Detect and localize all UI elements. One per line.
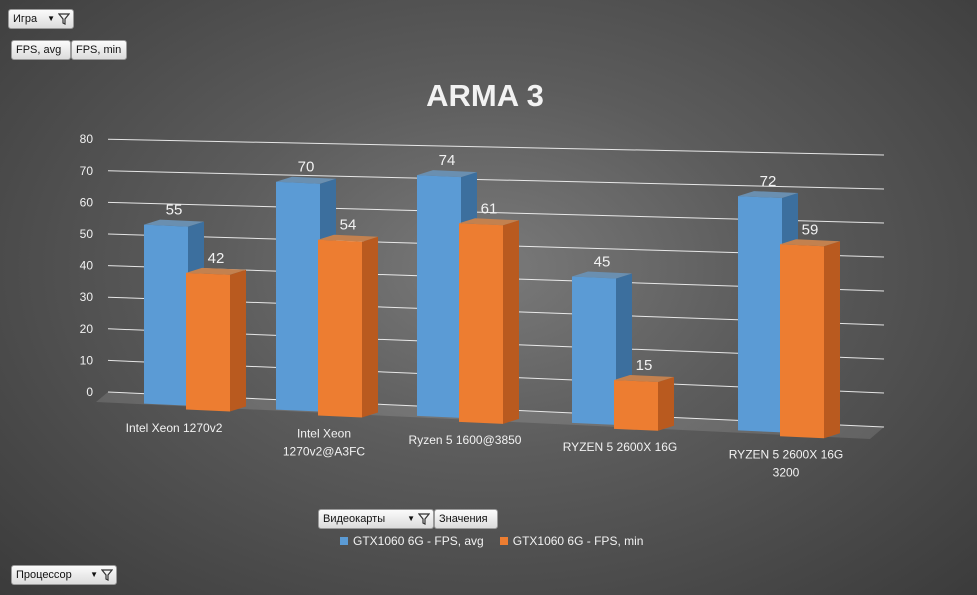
x-tick-label: RYZEN 5 2600X 16G — [563, 440, 678, 454]
value-tab-fps-avg-label: FPS, avg — [16, 44, 62, 56]
y-tick-label: 50 — [80, 227, 94, 241]
bar-fps-min — [186, 272, 230, 412]
chart-title: ARMA 3 — [426, 78, 544, 113]
data-label-fps-avg: 55 — [166, 202, 183, 219]
chevron-down-icon: ▼ — [407, 514, 415, 523]
bar-fps-avg-top — [738, 191, 798, 199]
game-filter-label: Игра — [13, 13, 38, 25]
bar-fps-min-top — [614, 375, 674, 382]
data-label-fps-avg: 74 — [439, 152, 456, 169]
legend-item-min: GTX1060 6G - FPS, min — [499, 534, 644, 548]
bar-fps-min — [318, 239, 362, 418]
bar-fps-avg — [417, 175, 461, 418]
bar-fps-min-side — [503, 220, 519, 424]
data-label-fps-avg: 72 — [760, 173, 777, 190]
bar-fps-avg-top — [144, 219, 204, 227]
x-tick-label: Ryzen 5 1600@3850 — [409, 433, 522, 447]
x-tick-label: Intel Xeon 1270v2 — [126, 421, 223, 435]
data-label-fps-avg: 70 — [298, 159, 315, 176]
x-tick-label: 1270v2@A3FC — [283, 445, 366, 459]
data-label-fps-avg: 45 — [594, 253, 611, 270]
y-tick-label: 80 — [80, 132, 94, 146]
processor-filter-label: Процессор — [16, 569, 72, 581]
bar-fps-avg-top — [417, 170, 477, 178]
y-tick-label: 70 — [80, 164, 94, 178]
legend: GTX1060 6G - FPS, avg GTX1060 6G - FPS, … — [340, 534, 643, 548]
data-label-fps-min: 42 — [208, 250, 225, 267]
values-button[interactable]: Значения — [434, 509, 498, 529]
legend-label-min: GTX1060 6G - FPS, min — [512, 534, 644, 548]
bar-fps-min-top — [459, 218, 519, 226]
value-tab-fps-min[interactable]: FPS, min — [71, 40, 127, 60]
y-tick-label: 0 — [86, 385, 93, 399]
legend-label-avg: GTX1060 6G - FPS, avg — [353, 534, 484, 548]
bar-fps-min — [614, 380, 658, 431]
bar-fps-min-side — [658, 376, 674, 431]
data-label-fps-min: 59 — [802, 221, 819, 238]
x-tick-label: 3200 — [773, 466, 800, 480]
chevron-down-icon: ▼ — [90, 570, 98, 579]
bar-fps-min-top — [186, 267, 246, 275]
legend-item-avg: GTX1060 6G - FPS, avg — [340, 534, 484, 548]
bar-fps-avg — [276, 181, 320, 412]
bar-fps-avg — [572, 276, 616, 425]
y-tick-label: 30 — [80, 290, 94, 304]
y-tick-label: 60 — [80, 195, 94, 209]
bar-fps-avg-top — [276, 176, 336, 184]
bar-fps-min — [780, 244, 824, 439]
filter-icon — [101, 569, 113, 581]
bar-fps-avg-top — [572, 271, 632, 279]
bar-fps-min-top — [318, 234, 378, 242]
bar-fps-min-side — [230, 269, 246, 412]
x-tick-label: RYZEN 5 2600X 16G — [729, 448, 844, 462]
filter-icon — [58, 13, 70, 25]
processor-filter-button[interactable]: Процессор ▼ — [11, 565, 117, 585]
data-label-fps-min: 15 — [636, 357, 653, 374]
bar-fps-min-top — [780, 239, 840, 247]
data-label-fps-min: 61 — [481, 200, 498, 217]
y-tick-label: 20 — [80, 322, 94, 336]
bar-fps-avg — [738, 196, 782, 433]
legend-swatch-min — [499, 537, 508, 545]
y-tick-label: 10 — [80, 353, 94, 367]
filter-icon — [418, 513, 430, 525]
bar-fps-min-side — [362, 236, 378, 418]
gridline — [107, 138, 885, 156]
value-tab-fps-avg[interactable]: FPS, avg — [11, 40, 71, 60]
y-tick-label: 40 — [80, 259, 94, 273]
chevron-down-icon: ▼ — [47, 14, 55, 23]
video-cards-filter-label: Видеокарты — [323, 513, 386, 525]
value-tab-fps-min-label: FPS, min — [76, 44, 122, 56]
game-filter-button[interactable]: Игра ▼ — [8, 9, 74, 29]
bar-fps-min-side — [824, 241, 840, 439]
legend-swatch-avg — [340, 537, 348, 545]
x-tick-label: Intel Xeon — [297, 427, 351, 441]
bar-fps-min — [459, 223, 503, 424]
values-button-label: Значения — [439, 513, 488, 525]
bar-fps-avg — [144, 224, 188, 406]
data-label-fps-min: 54 — [340, 217, 357, 234]
video-cards-filter-button[interactable]: Видеокарты ▼ — [318, 509, 434, 529]
gridline — [107, 170, 885, 190]
